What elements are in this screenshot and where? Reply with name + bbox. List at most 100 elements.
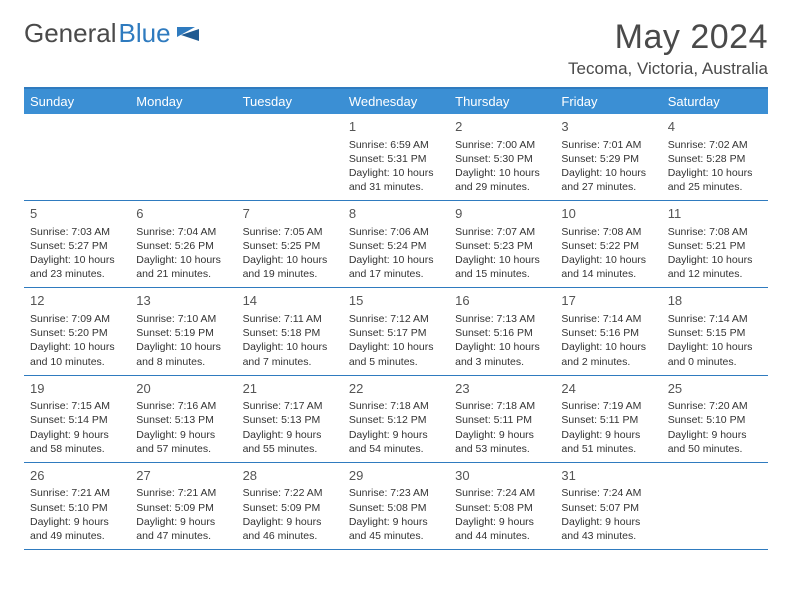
sunset-text: Sunset: 5:28 PM [668, 152, 762, 166]
daylight-text: Daylight: 10 hours [668, 253, 762, 267]
daylight-text-2: and 47 minutes. [136, 529, 230, 543]
day-number: 27 [136, 467, 230, 485]
day-cell [24, 114, 130, 200]
day-cell: 15Sunrise: 7:12 AMSunset: 5:17 PMDayligh… [343, 288, 449, 374]
daylight-text-2: and 3 minutes. [455, 355, 549, 369]
title-block: May 2024 Tecoma, Victoria, Australia [568, 18, 768, 79]
sunrise-text: Sunrise: 7:10 AM [136, 312, 230, 326]
sunset-text: Sunset: 5:30 PM [455, 152, 549, 166]
day-cell: 14Sunrise: 7:11 AMSunset: 5:18 PMDayligh… [237, 288, 343, 374]
day-number: 20 [136, 380, 230, 398]
day-number: 14 [243, 292, 337, 310]
day-number: 9 [455, 205, 549, 223]
sunrise-text: Sunrise: 7:04 AM [136, 225, 230, 239]
sunset-text: Sunset: 5:13 PM [136, 413, 230, 427]
daylight-text-2: and 53 minutes. [455, 442, 549, 456]
day-cell: 22Sunrise: 7:18 AMSunset: 5:12 PMDayligh… [343, 376, 449, 462]
day-cell [237, 114, 343, 200]
day-number: 2 [455, 118, 549, 136]
daylight-text-2: and 10 minutes. [30, 355, 124, 369]
daylight-text-2: and 57 minutes. [136, 442, 230, 456]
day-cell: 3Sunrise: 7:01 AMSunset: 5:29 PMDaylight… [555, 114, 661, 200]
daylight-text: Daylight: 10 hours [349, 340, 443, 354]
daylight-text: Daylight: 9 hours [243, 515, 337, 529]
daylight-text-2: and 46 minutes. [243, 529, 337, 543]
day-header: Saturday [662, 89, 768, 114]
daylight-text: Daylight: 9 hours [30, 515, 124, 529]
sunset-text: Sunset: 5:10 PM [668, 413, 762, 427]
sunrise-text: Sunrise: 7:14 AM [561, 312, 655, 326]
day-cell: 5Sunrise: 7:03 AMSunset: 5:27 PMDaylight… [24, 201, 130, 287]
brand-logo: GeneralBlue [24, 18, 203, 49]
sunrise-text: Sunrise: 7:18 AM [455, 399, 549, 413]
day-cell: 20Sunrise: 7:16 AMSunset: 5:13 PMDayligh… [130, 376, 236, 462]
sunset-text: Sunset: 5:14 PM [30, 413, 124, 427]
week-row: 5Sunrise: 7:03 AMSunset: 5:27 PMDaylight… [24, 201, 768, 288]
day-cell: 21Sunrise: 7:17 AMSunset: 5:13 PMDayligh… [237, 376, 343, 462]
day-number: 29 [349, 467, 443, 485]
day-header-row: SundayMondayTuesdayWednesdayThursdayFrid… [24, 89, 768, 114]
daylight-text-2: and 45 minutes. [349, 529, 443, 543]
daylight-text: Daylight: 9 hours [136, 515, 230, 529]
daylight-text-2: and 27 minutes. [561, 180, 655, 194]
daylight-text-2: and 55 minutes. [243, 442, 337, 456]
sunrise-text: Sunrise: 7:21 AM [136, 486, 230, 500]
day-cell: 18Sunrise: 7:14 AMSunset: 5:15 PMDayligh… [662, 288, 768, 374]
sunrise-text: Sunrise: 7:13 AM [455, 312, 549, 326]
daylight-text: Daylight: 10 hours [668, 166, 762, 180]
flag-icon [177, 23, 203, 45]
daylight-text: Daylight: 10 hours [243, 340, 337, 354]
daylight-text-2: and 43 minutes. [561, 529, 655, 543]
sunset-text: Sunset: 5:22 PM [561, 239, 655, 253]
sunset-text: Sunset: 5:29 PM [561, 152, 655, 166]
week-row: 26Sunrise: 7:21 AMSunset: 5:10 PMDayligh… [24, 463, 768, 550]
sunrise-text: Sunrise: 7:19 AM [561, 399, 655, 413]
daylight-text-2: and 17 minutes. [349, 267, 443, 281]
day-number: 21 [243, 380, 337, 398]
sunset-text: Sunset: 5:19 PM [136, 326, 230, 340]
day-cell: 23Sunrise: 7:18 AMSunset: 5:11 PMDayligh… [449, 376, 555, 462]
sunrise-text: Sunrise: 7:05 AM [243, 225, 337, 239]
daylight-text-2: and 58 minutes. [30, 442, 124, 456]
daylight-text: Daylight: 10 hours [30, 340, 124, 354]
daylight-text: Daylight: 10 hours [349, 253, 443, 267]
day-cell [130, 114, 236, 200]
day-cell: 4Sunrise: 7:02 AMSunset: 5:28 PMDaylight… [662, 114, 768, 200]
day-cell: 10Sunrise: 7:08 AMSunset: 5:22 PMDayligh… [555, 201, 661, 287]
day-number: 3 [561, 118, 655, 136]
daylight-text: Daylight: 9 hours [668, 428, 762, 442]
daylight-text-2: and 8 minutes. [136, 355, 230, 369]
sunset-text: Sunset: 5:18 PM [243, 326, 337, 340]
sunset-text: Sunset: 5:16 PM [455, 326, 549, 340]
day-header: Monday [130, 89, 236, 114]
daylight-text: Daylight: 9 hours [349, 428, 443, 442]
day-cell: 8Sunrise: 7:06 AMSunset: 5:24 PMDaylight… [343, 201, 449, 287]
day-header: Sunday [24, 89, 130, 114]
day-number: 23 [455, 380, 549, 398]
daylight-text: Daylight: 10 hours [455, 166, 549, 180]
day-number: 16 [455, 292, 549, 310]
sunset-text: Sunset: 5:25 PM [243, 239, 337, 253]
daylight-text: Daylight: 9 hours [243, 428, 337, 442]
sunset-text: Sunset: 5:21 PM [668, 239, 762, 253]
sunset-text: Sunset: 5:08 PM [455, 501, 549, 515]
daylight-text: Daylight: 9 hours [30, 428, 124, 442]
sunset-text: Sunset: 5:08 PM [349, 501, 443, 515]
sunrise-text: Sunrise: 7:02 AM [668, 138, 762, 152]
day-header: Wednesday [343, 89, 449, 114]
daylight-text-2: and 50 minutes. [668, 442, 762, 456]
day-number: 5 [30, 205, 124, 223]
calendar: SundayMondayTuesdayWednesdayThursdayFrid… [24, 87, 768, 550]
month-title: May 2024 [568, 18, 768, 57]
day-number: 12 [30, 292, 124, 310]
daylight-text-2: and 14 minutes. [561, 267, 655, 281]
sunrise-text: Sunrise: 7:09 AM [30, 312, 124, 326]
daylight-text-2: and 29 minutes. [455, 180, 549, 194]
daylight-text: Daylight: 10 hours [136, 340, 230, 354]
day-number: 28 [243, 467, 337, 485]
daylight-text-2: and 7 minutes. [243, 355, 337, 369]
day-cell: 26Sunrise: 7:21 AMSunset: 5:10 PMDayligh… [24, 463, 130, 549]
sunset-text: Sunset: 5:16 PM [561, 326, 655, 340]
sunset-text: Sunset: 5:20 PM [30, 326, 124, 340]
daylight-text-2: and 25 minutes. [668, 180, 762, 194]
